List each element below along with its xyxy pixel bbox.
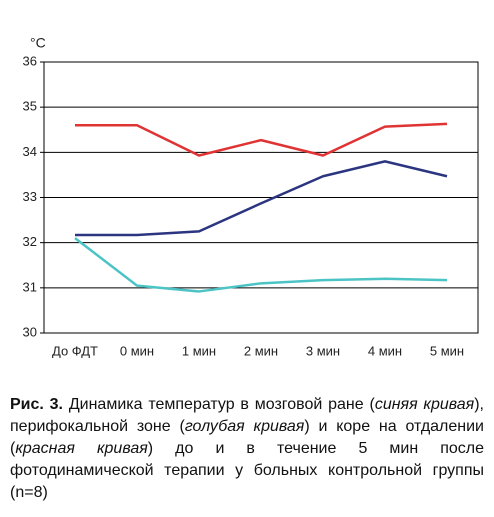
caption: Рис. 3. Динамика температур в мозговой р… xyxy=(10,394,484,504)
caption-text: красная кривая xyxy=(15,440,148,457)
y-tick-label: 32 xyxy=(23,234,37,249)
caption-text: Рис. 3. xyxy=(10,396,64,413)
caption-text: ) до и в течение 5 мин после фотодинамич… xyxy=(10,440,484,501)
x-tick-label: 1 мин xyxy=(182,343,216,358)
y-tick-label: 36 xyxy=(23,53,37,68)
x-tick-label: 4 мин xyxy=(368,343,402,358)
x-tick-label: До ФДТ xyxy=(52,343,98,358)
y-tick-label: 31 xyxy=(23,279,37,294)
caption-text: голубая кривая xyxy=(184,418,305,435)
caption-text: ) и коре на отдалении ( xyxy=(10,418,484,457)
y-tick-label: 34 xyxy=(23,144,37,159)
caption-text: Динамика температур в мозговой ране ( xyxy=(63,396,375,413)
x-tick-label: 2 мин xyxy=(244,343,278,358)
x-tick-label: 5 мин xyxy=(430,343,464,358)
y-tick-label: 30 xyxy=(23,324,37,339)
y-tick-label: 33 xyxy=(23,189,37,204)
x-tick-label: 0 мин xyxy=(120,343,154,358)
series-line xyxy=(74,237,448,293)
chart: °C 30 31 32 33 34 35 36 До ФДТ 0 мин 1 мин 2 мин 3 … xyxy=(23,35,479,358)
caption-text: ), перифокальной зоне ( xyxy=(10,396,484,435)
series-line xyxy=(75,160,448,237)
x-tick-label: 3 мин xyxy=(306,343,340,358)
series-line xyxy=(75,122,448,157)
y-axis-label: °C xyxy=(30,35,46,51)
caption-text: синяя кривая xyxy=(374,396,475,413)
y-tick-label: 35 xyxy=(23,99,37,114)
